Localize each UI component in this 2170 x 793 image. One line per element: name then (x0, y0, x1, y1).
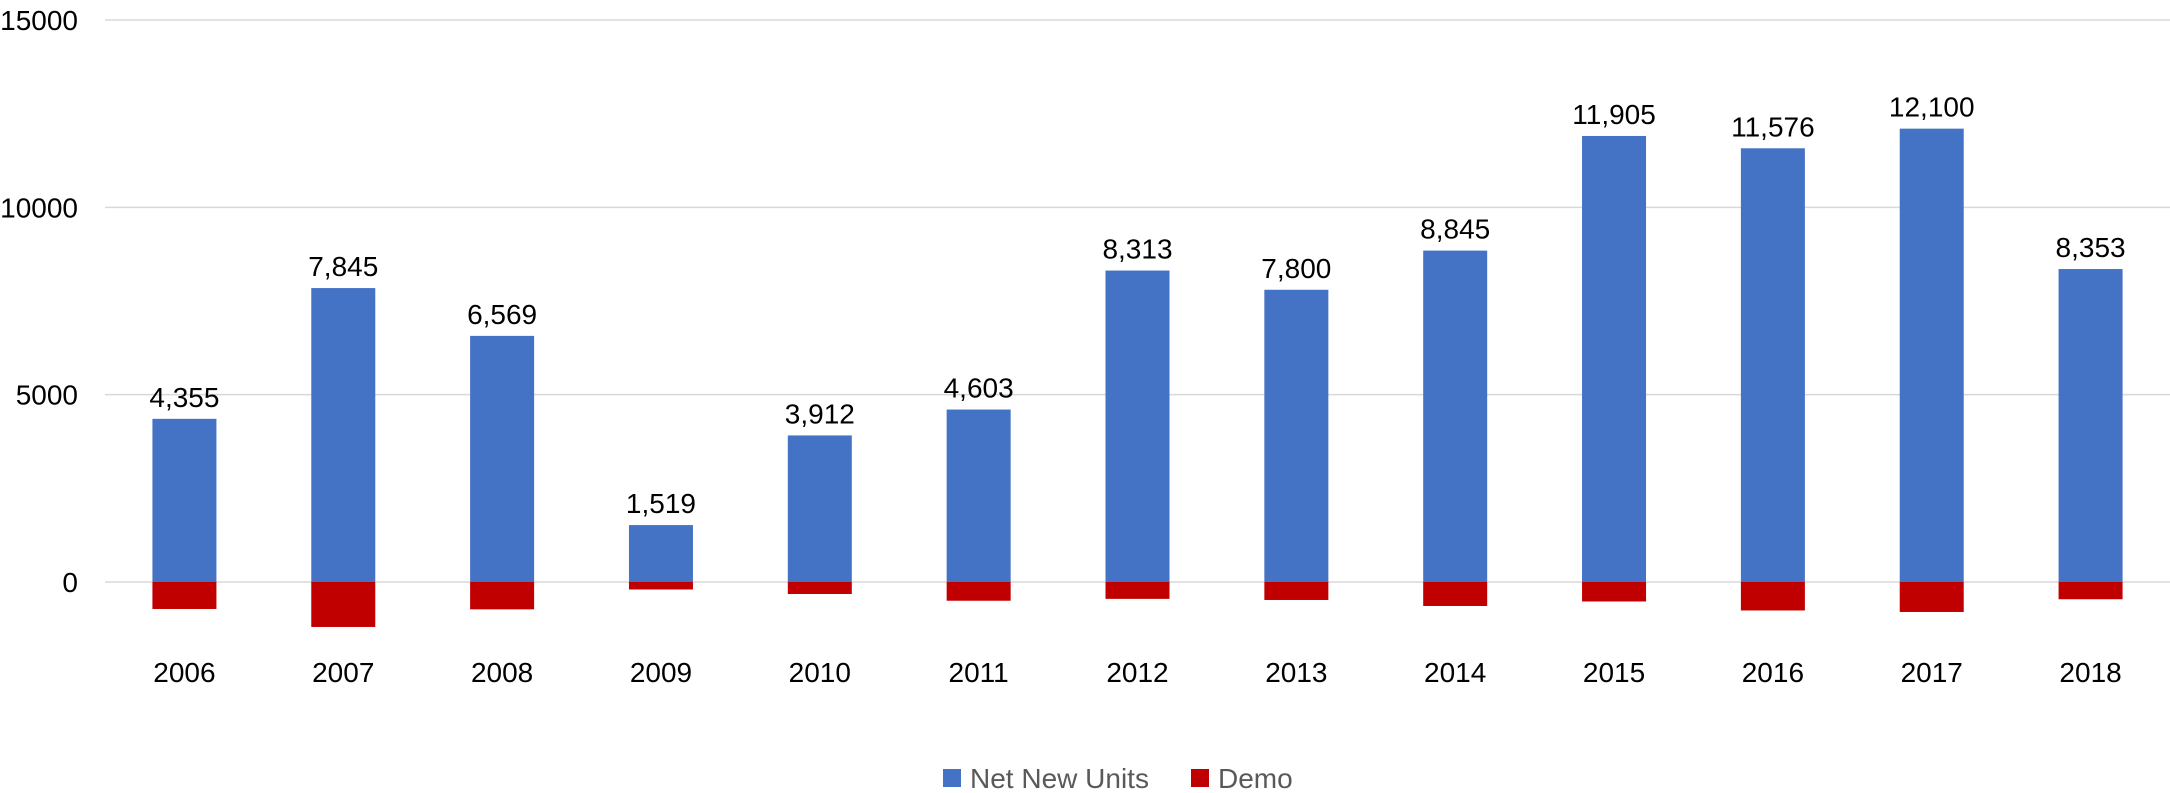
bar-demo[interactable] (946, 582, 1011, 601)
x-tick-label: 2012 (1106, 657, 1168, 688)
data-label: 4,355 (149, 382, 219, 413)
x-tick-label: 2015 (1583, 657, 1645, 688)
x-tick-label: 2013 (1265, 657, 1327, 688)
bar-demo[interactable] (1582, 582, 1647, 602)
data-label: 7,800 (1261, 253, 1331, 284)
bars (152, 128, 2123, 627)
y-tick-label: 5000 (16, 380, 78, 411)
x-tick-label: 2017 (1901, 657, 1963, 688)
bar-net-new-units[interactable] (1264, 289, 1329, 582)
bar-net-new-units[interactable] (1899, 128, 1964, 583)
bar-net-new-units[interactable] (311, 288, 376, 582)
data-labels: 4,355 7,845 6,569 1,519 3,912 4,603 8,313 7,800… (149, 92, 2125, 519)
data-label: 6,569 (467, 299, 537, 330)
legend-swatch (943, 769, 961, 787)
x-tick-label: 2018 (2059, 657, 2121, 688)
data-label: 1,519 (626, 488, 696, 519)
bar-demo[interactable] (787, 582, 852, 594)
data-label: 4,603 (944, 373, 1014, 404)
bar-demo[interactable] (628, 582, 693, 590)
data-label: 8,845 (1420, 214, 1490, 245)
bar-net-new-units[interactable] (1740, 148, 1805, 582)
x-tick-label: 2007 (312, 657, 374, 688)
bar-net-new-units[interactable] (152, 418, 217, 582)
data-label: 11,905 (1572, 99, 1656, 130)
y-tick-label: 0 (62, 567, 78, 598)
data-label: 12,100 (1889, 92, 1975, 123)
x-tick-label: 2010 (789, 657, 851, 688)
x-tick-label: 2006 (153, 657, 215, 688)
x-tick-label: 2008 (471, 657, 533, 688)
data-label: 3,912 (785, 398, 855, 429)
y-tick-label: 15000 (0, 5, 78, 36)
bar-demo[interactable] (2058, 582, 2123, 600)
y-tick-label: 10000 (0, 192, 78, 223)
data-label: 8,353 (2056, 232, 2126, 263)
bar-net-new-units[interactable] (470, 335, 535, 582)
bar-demo[interactable] (1740, 582, 1805, 611)
x-tick-label: 2014 (1424, 657, 1486, 688)
legend-item-demo[interactable]: Demo (1191, 763, 1293, 793)
bar-net-new-units[interactable] (1582, 135, 1647, 582)
bar-demo[interactable] (1899, 582, 1964, 612)
bar-net-new-units[interactable] (946, 409, 1011, 582)
y-axis: 0 5000 10000 15000 (0, 5, 78, 598)
bar-demo[interactable] (152, 582, 217, 609)
bar-demo[interactable] (470, 582, 535, 610)
bar-demo[interactable] (1105, 582, 1170, 599)
legend-label: Demo (1218, 763, 1293, 793)
x-axis: 2006 2007 2008 2009 2010 2011 2012 2013 2014 2015… (153, 657, 2121, 688)
legend[interactable]: Net New Units Demo (943, 763, 1293, 793)
bar-net-new-units[interactable] (1423, 250, 1488, 582)
data-label: 11,576 (1731, 111, 1815, 142)
bar-demo[interactable] (1423, 582, 1488, 606)
x-tick-label: 2009 (630, 657, 692, 688)
data-label: 8,313 (1102, 234, 1172, 265)
bar-net-new-units[interactable] (2058, 269, 2123, 582)
x-tick-label: 2011 (949, 657, 1009, 688)
bar-demo[interactable] (311, 582, 376, 627)
legend-item-net-new-units[interactable]: Net New Units (943, 763, 1149, 793)
x-tick-label: 2016 (1742, 657, 1804, 688)
bar-net-new-units[interactable] (787, 435, 852, 582)
data-label: 7,845 (308, 251, 378, 282)
bar-net-new-units[interactable] (1105, 270, 1170, 582)
legend-label: Net New Units (970, 763, 1149, 793)
legend-swatch (1191, 769, 1209, 787)
bar-net-new-units[interactable] (628, 525, 693, 582)
bar-demo[interactable] (1264, 582, 1329, 600)
